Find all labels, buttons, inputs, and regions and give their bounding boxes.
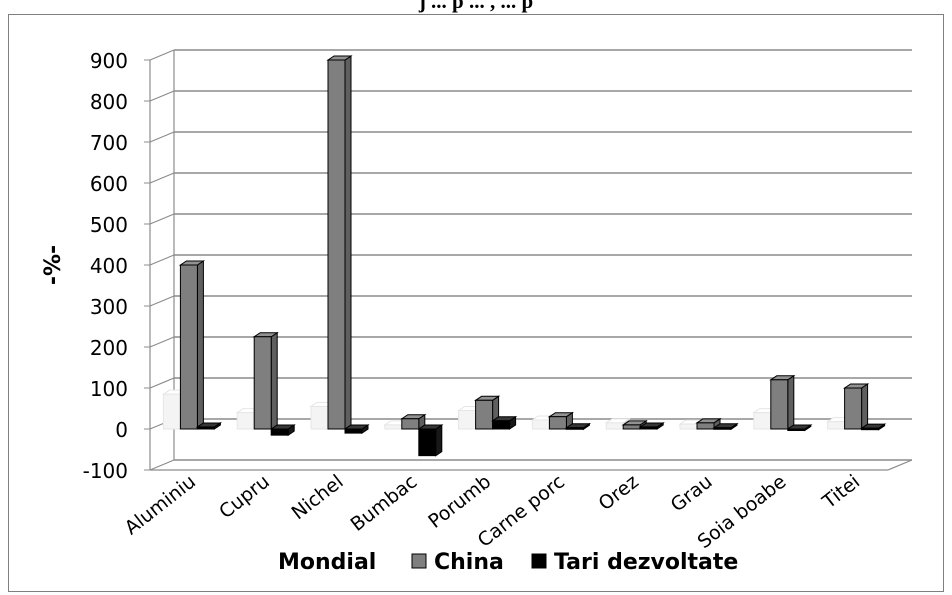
x-tick-label: Porumb xyxy=(424,471,495,533)
bar-front xyxy=(401,418,420,430)
bar-china-titei xyxy=(842,383,870,430)
y-tick-label: 700 xyxy=(90,131,128,155)
y-tick-label: 100 xyxy=(90,377,128,401)
x-tick-label: Orez xyxy=(595,471,643,515)
legend-label: Mondial xyxy=(278,550,376,575)
y-tick-label: 600 xyxy=(90,172,128,196)
bar-front xyxy=(344,428,363,434)
bar-side xyxy=(861,383,869,430)
gridline-side xyxy=(149,172,175,184)
figure-caption-strip: j ... p ... , ... p xyxy=(0,0,952,14)
y-tick-label: 400 xyxy=(90,254,128,278)
bar-front xyxy=(162,393,181,430)
bar-tari-dezvoltate-orez xyxy=(638,422,665,430)
bar-front xyxy=(679,423,698,430)
bar-tari-dezvoltate-cupru xyxy=(269,424,296,437)
bar-front xyxy=(622,424,641,430)
bar-side xyxy=(435,424,443,457)
bar-china-cupru xyxy=(252,331,279,430)
bar-tari-dezvoltate-titei xyxy=(859,423,887,431)
x-tick-label: Titei xyxy=(818,471,864,514)
bar-side xyxy=(196,260,204,430)
y-tick-label: 900 xyxy=(90,49,128,73)
bar-china-bumbac xyxy=(400,413,427,430)
chart-plot: -100 0 100 200 300 400 500 600 700 800 900 -%- Alumi… xyxy=(41,49,913,575)
bar-front xyxy=(696,422,715,430)
bar-front xyxy=(787,428,806,431)
legend-swatch xyxy=(411,553,427,569)
x-tick-label: Grau xyxy=(667,471,717,517)
bar-front xyxy=(492,420,511,430)
x-tick-label: Cupru xyxy=(215,471,274,524)
bar-tari-dezvoltate-aluminiu xyxy=(195,422,223,430)
bar-front xyxy=(196,426,215,430)
bar-tari-dezvoltate-nichel xyxy=(343,424,370,435)
bar-china-aluminiu xyxy=(178,260,206,430)
bar-front xyxy=(770,379,789,430)
legend-item-china: China xyxy=(411,550,504,575)
bar-front xyxy=(327,59,346,430)
x-tick-label: Bumbac xyxy=(347,471,422,536)
bar-tari-dezvoltate-bumbac xyxy=(417,424,444,457)
gridline-side xyxy=(149,90,175,102)
bar-front xyxy=(827,421,846,430)
gridline-side xyxy=(149,336,175,348)
bar-front xyxy=(270,428,289,436)
legend-swatch xyxy=(255,553,271,569)
bar-front xyxy=(418,428,437,457)
bar-china-soia-boabe xyxy=(769,374,796,430)
bar-side xyxy=(270,331,278,430)
bar-front xyxy=(548,416,567,430)
gridline-side xyxy=(149,295,175,307)
gridline-side xyxy=(149,49,175,61)
bar-front xyxy=(475,399,494,430)
y-tick-label: 800 xyxy=(90,90,128,114)
bar-front xyxy=(605,422,624,430)
y-tick-label: -100 xyxy=(83,459,128,483)
legend-label: China xyxy=(434,550,504,575)
x-tick-label: Aluminiu xyxy=(121,471,200,540)
bar-front xyxy=(565,427,584,430)
bar-front xyxy=(310,405,329,430)
bar-front xyxy=(253,336,272,430)
gridline-side xyxy=(149,213,175,225)
bar-front xyxy=(844,387,863,430)
legend-item-mondial: Mondial xyxy=(255,550,376,575)
bar-front xyxy=(861,427,880,431)
y-axis-label: -%- xyxy=(41,245,66,285)
bar-tari-dezvoltate-soia-boabe xyxy=(786,424,813,432)
gridline-side xyxy=(149,254,175,266)
gridline-side xyxy=(149,459,175,471)
bar-china-grau xyxy=(695,417,722,430)
legend-label: Tari dezvoltate xyxy=(554,550,738,575)
chart-frame xyxy=(8,14,944,592)
y-tick-label: 500 xyxy=(90,213,128,237)
bar-china-carne-porc xyxy=(547,411,575,430)
x-tick-label: Nichel xyxy=(288,471,348,525)
bar-side xyxy=(787,374,795,430)
bar-front xyxy=(458,410,477,430)
bar-front xyxy=(713,427,732,430)
bar-side xyxy=(344,55,352,430)
bar-front xyxy=(639,426,658,430)
bar-front xyxy=(384,424,403,430)
figure-caption: j ... p ... , ... p xyxy=(418,0,534,13)
bar-front xyxy=(179,264,198,430)
bar-front xyxy=(531,419,550,430)
y-tick-label: 300 xyxy=(90,295,128,319)
floor-side-edge xyxy=(887,459,913,471)
bar-front xyxy=(753,412,772,430)
legend-swatch xyxy=(531,553,547,569)
gridline-side xyxy=(149,377,175,389)
y-tick-label: 0 xyxy=(115,418,128,442)
bar-front xyxy=(236,412,255,430)
y-tick-label: 200 xyxy=(90,336,128,360)
bar-china-nichel xyxy=(326,55,353,430)
bar-tari-dezvoltate-porumb xyxy=(490,415,518,430)
legend-item-tari-dezvoltate: Tari dezvoltate xyxy=(531,550,738,575)
bar-tari-dezvoltate-grau xyxy=(712,422,739,431)
gridline-side xyxy=(149,131,175,143)
bar-tari-dezvoltate-carne-porc xyxy=(564,422,592,431)
